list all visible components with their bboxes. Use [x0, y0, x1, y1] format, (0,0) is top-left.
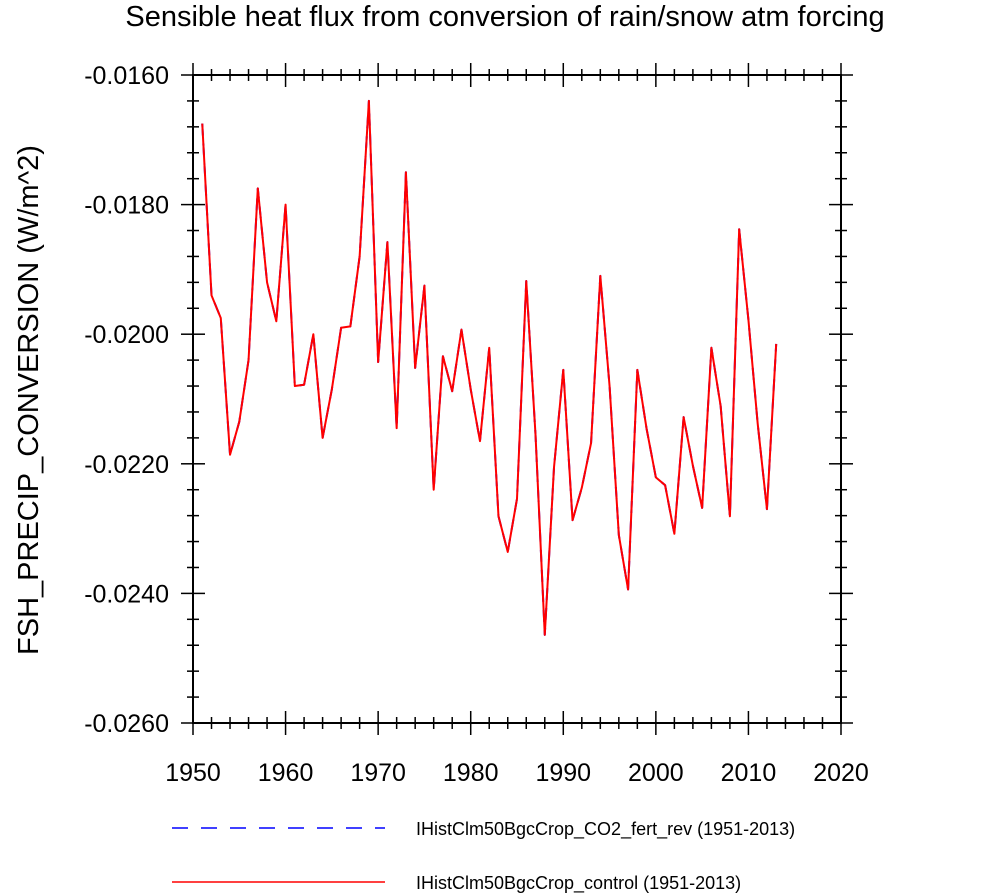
x-tick-label: 1950	[165, 759, 221, 787]
y-tick-label: -0.0200	[84, 321, 169, 349]
y-tick-label: -0.0240	[84, 580, 169, 608]
legend: IHistClm50BgcCrop_CO2_fert_rev (1951-201…	[172, 819, 795, 894]
x-tick-label: 2000	[628, 759, 684, 787]
y-tick-label: -0.0220	[84, 451, 169, 479]
chart-title: Sensible heat flux from conversion of ra…	[125, 1, 884, 33]
y-tick-label: -0.0260	[84, 710, 169, 738]
x-tick-labels: 1950 1960 1970 1980 1990 2000 2010 2020	[165, 759, 869, 787]
series-layer	[201, 99, 778, 636]
x-tick-label: 1970	[350, 759, 406, 787]
x-tick-label: 2020	[813, 759, 869, 787]
y-tick-labels: -0.0260 -0.0240 -0.0220 -0.0200 -0.0180 -0.01…	[84, 62, 169, 738]
y-tick-label: -0.0160	[84, 62, 169, 90]
y-axis-label: FSH_PRECIP_CONVERSION (W/m^2)	[13, 145, 45, 655]
axis-ticks	[181, 63, 853, 735]
series-line-2	[201, 99, 778, 636]
x-tick-label: 1980	[443, 759, 499, 787]
series-line-1	[201, 99, 778, 636]
x-tick-label: 1990	[535, 759, 591, 787]
x-tick-label: 1960	[258, 759, 314, 787]
legend-label-2: IHistClm50BgcCrop_control (1951-2013)	[416, 873, 741, 894]
y-tick-label: -0.0180	[84, 192, 169, 220]
x-tick-label: 2010	[721, 759, 777, 787]
legend-label-1: IHistClm50BgcCrop_CO2_fert_rev (1951-201…	[416, 819, 795, 840]
plot-frame	[192, 74, 842, 724]
